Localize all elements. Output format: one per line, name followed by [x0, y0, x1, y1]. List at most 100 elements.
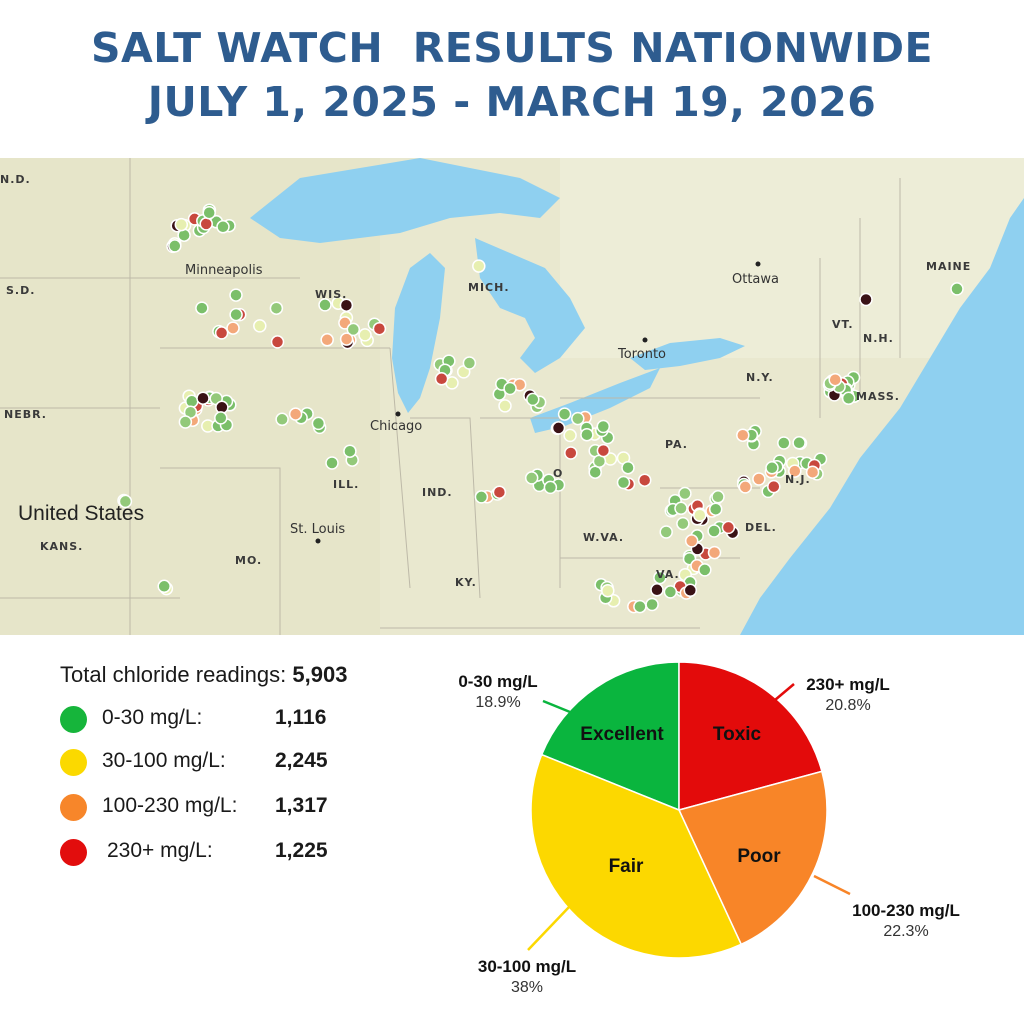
reading-marker[interactable]: [346, 322, 361, 337]
reading-marker[interactable]: [474, 490, 489, 504]
reading-marker[interactable]: [178, 415, 193, 429]
reading-marker[interactable]: [269, 301, 284, 315]
reading-marker[interactable]: [168, 239, 182, 253]
reading-marker[interactable]: [339, 298, 354, 312]
reading-marker[interactable]: [805, 465, 820, 479]
reading-marker[interactable]: [678, 486, 692, 501]
reading-marker[interactable]: [601, 583, 615, 598]
reading-marker[interactable]: [621, 460, 635, 475]
reading-marker[interactable]: [214, 411, 228, 425]
reading-marker[interactable]: [707, 524, 721, 538]
reading-marker[interactable]: [118, 494, 133, 509]
reading-marker[interactable]: [462, 356, 477, 370]
reading-marker[interactable]: [645, 597, 659, 612]
reading-marker[interactable]: [229, 307, 243, 322]
reading-marker[interactable]: [551, 421, 566, 435]
page-subtitle-date-range: JULY 1, 2025 - MARCH 19, 2026: [147, 78, 877, 126]
reading-marker[interactable]: [721, 520, 736, 535]
reading-marker[interactable]: [503, 381, 517, 396]
reading-marker[interactable]: [653, 570, 667, 585]
reading-marker[interactable]: [214, 326, 229, 340]
reading-marker[interactable]: [270, 335, 285, 349]
reading-markers: [117, 203, 964, 614]
legend-dot-red: [60, 839, 87, 866]
reading-marker[interactable]: [202, 205, 216, 220]
reading-marker[interactable]: [738, 480, 753, 494]
total-readings: Total chloride readings: 5,903: [60, 662, 347, 688]
reading-marker[interactable]: [372, 321, 387, 336]
reading-marker[interactable]: [633, 599, 647, 614]
state-label-ky: KY.: [455, 576, 477, 589]
reading-marker[interactable]: [828, 372, 842, 387]
reading-marker[interactable]: [174, 217, 189, 232]
legend-item-0-30: 0-30 mg/L: 1,116: [60, 704, 420, 734]
reading-marker[interactable]: [196, 391, 210, 405]
reading-marker[interactable]: [195, 301, 209, 315]
reading-marker[interactable]: [229, 288, 243, 302]
legend-label: 230+ mg/L:: [107, 839, 213, 862]
reading-marker[interactable]: [199, 217, 213, 231]
reading-marker[interactable]: [950, 282, 964, 296]
reading-marker[interactable]: [571, 411, 585, 426]
reading-marker[interactable]: [792, 436, 806, 450]
reading-marker[interactable]: [637, 473, 652, 487]
reading-marker[interactable]: [564, 446, 578, 460]
reading-marker[interactable]: [841, 391, 856, 406]
reading-marker[interactable]: [588, 465, 602, 479]
reading-marker[interactable]: [557, 407, 572, 421]
reading-marker[interactable]: [736, 428, 750, 442]
reading-marker[interactable]: [318, 298, 332, 312]
reading-marker[interactable]: [563, 428, 577, 443]
map-canvas: N.D. S.D. NEBR. KANS. MO. WIS. MICH. ILL…: [0, 158, 1024, 635]
reading-marker[interactable]: [698, 563, 712, 577]
reading-marker[interactable]: [596, 419, 611, 434]
reading-marker[interactable]: [752, 472, 766, 486]
reading-marker[interactable]: [275, 412, 289, 427]
reading-marker[interactable]: [524, 471, 539, 485]
state-label-pa: PA.: [665, 438, 688, 451]
reading-marker[interactable]: [765, 461, 779, 475]
legend-count: 1,225: [275, 839, 328, 862]
reading-marker[interactable]: [788, 464, 802, 478]
reading-marker[interactable]: [693, 508, 707, 522]
reading-marker[interactable]: [684, 534, 699, 548]
reading-marker[interactable]: [498, 399, 512, 413]
reading-marker[interactable]: [325, 456, 339, 470]
reading-marker[interactable]: [711, 490, 725, 504]
reading-marker[interactable]: [185, 394, 199, 409]
page-title: SALT WATCH RESULTS NATIONWIDE: [91, 24, 933, 72]
reading-marker[interactable]: [659, 525, 673, 539]
percent-label-poor: 22.3%: [883, 923, 928, 940]
reading-marker[interactable]: [580, 427, 594, 442]
reading-marker[interactable]: [616, 475, 631, 490]
reading-marker[interactable]: [543, 480, 558, 495]
country-label: United States: [18, 502, 144, 525]
reading-marker[interactable]: [311, 416, 326, 431]
reading-marker[interactable]: [492, 485, 507, 499]
reading-marker[interactable]: [526, 392, 540, 407]
reading-marker[interactable]: [226, 321, 240, 335]
reading-marker[interactable]: [683, 583, 698, 598]
reading-marker[interactable]: [676, 516, 690, 531]
reading-marker[interactable]: [288, 407, 303, 421]
reading-marker[interactable]: [596, 443, 611, 458]
reading-marker[interactable]: [650, 583, 664, 597]
readings-map[interactable]: N.D. S.D. NEBR. KANS. MO. WIS. MICH. ILL…: [0, 158, 1024, 635]
reading-marker[interactable]: [663, 585, 678, 599]
state-label-va: VA.: [656, 568, 680, 581]
reading-marker[interactable]: [253, 319, 267, 333]
reading-marker[interactable]: [320, 333, 334, 347]
reading-marker[interactable]: [343, 444, 357, 458]
reading-marker[interactable]: [708, 502, 723, 516]
reading-marker[interactable]: [157, 579, 171, 594]
reading-marker[interactable]: [707, 545, 722, 560]
reading-marker[interactable]: [216, 220, 230, 234]
reading-marker[interactable]: [777, 436, 791, 450]
reading-marker[interactable]: [339, 332, 354, 346]
reading-marker[interactable]: [434, 372, 449, 386]
reading-marker[interactable]: [859, 292, 873, 307]
reading-marker[interactable]: [674, 501, 688, 516]
reading-marker[interactable]: [472, 259, 486, 273]
reading-marker[interactable]: [358, 328, 372, 342]
reading-marker[interactable]: [767, 479, 781, 494]
